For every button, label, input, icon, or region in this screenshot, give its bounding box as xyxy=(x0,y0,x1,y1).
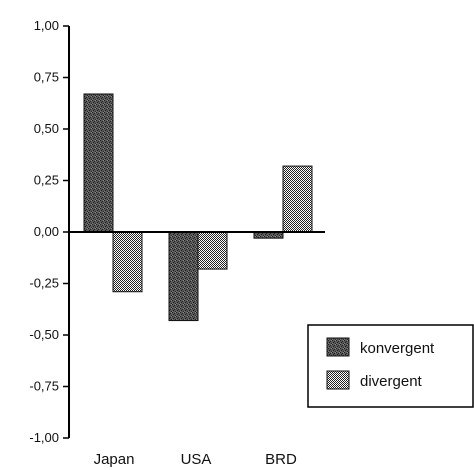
legend-frame xyxy=(307,324,474,408)
y-axis: 1,00 0,75 0,50 0,25 0,00 -0,25 -0,50 -0,75 -1,00 xyxy=(29,18,70,445)
bar-konvergent-usa xyxy=(168,231,199,322)
y-tick-label: -1,00 xyxy=(29,430,59,445)
y-tick-label: 1,00 xyxy=(34,18,59,33)
x-category-label: BRD xyxy=(265,451,297,468)
x-category-label: USA xyxy=(181,451,212,468)
y-tick-label: -0,25 xyxy=(29,276,59,291)
bar-divergent-japan xyxy=(112,231,143,293)
legend-label-konvergent: konvergent xyxy=(360,340,435,357)
x-category-label: Japan xyxy=(94,451,135,468)
bar-divergent-usa xyxy=(197,231,228,270)
legend: konvergent divergent xyxy=(307,324,474,408)
y-tick-label: 0,75 xyxy=(34,70,59,85)
y-tick-label: 0,00 xyxy=(34,224,59,239)
bar-divergent-brd xyxy=(282,165,313,233)
legend-swatch-divergent xyxy=(326,370,350,390)
bars xyxy=(83,93,313,322)
legend-label-divergent: divergent xyxy=(360,373,423,390)
y-tick-label: 0,25 xyxy=(34,173,59,188)
y-tick-label: 0,50 xyxy=(34,121,59,136)
y-tick-label: -0,75 xyxy=(29,379,59,394)
x-axis-labels: Japan USA BRD xyxy=(94,451,297,468)
y-tick-label: -0,50 xyxy=(29,327,59,342)
bar-konvergent-japan xyxy=(83,93,114,233)
legend-swatch-konvergent xyxy=(326,337,350,357)
